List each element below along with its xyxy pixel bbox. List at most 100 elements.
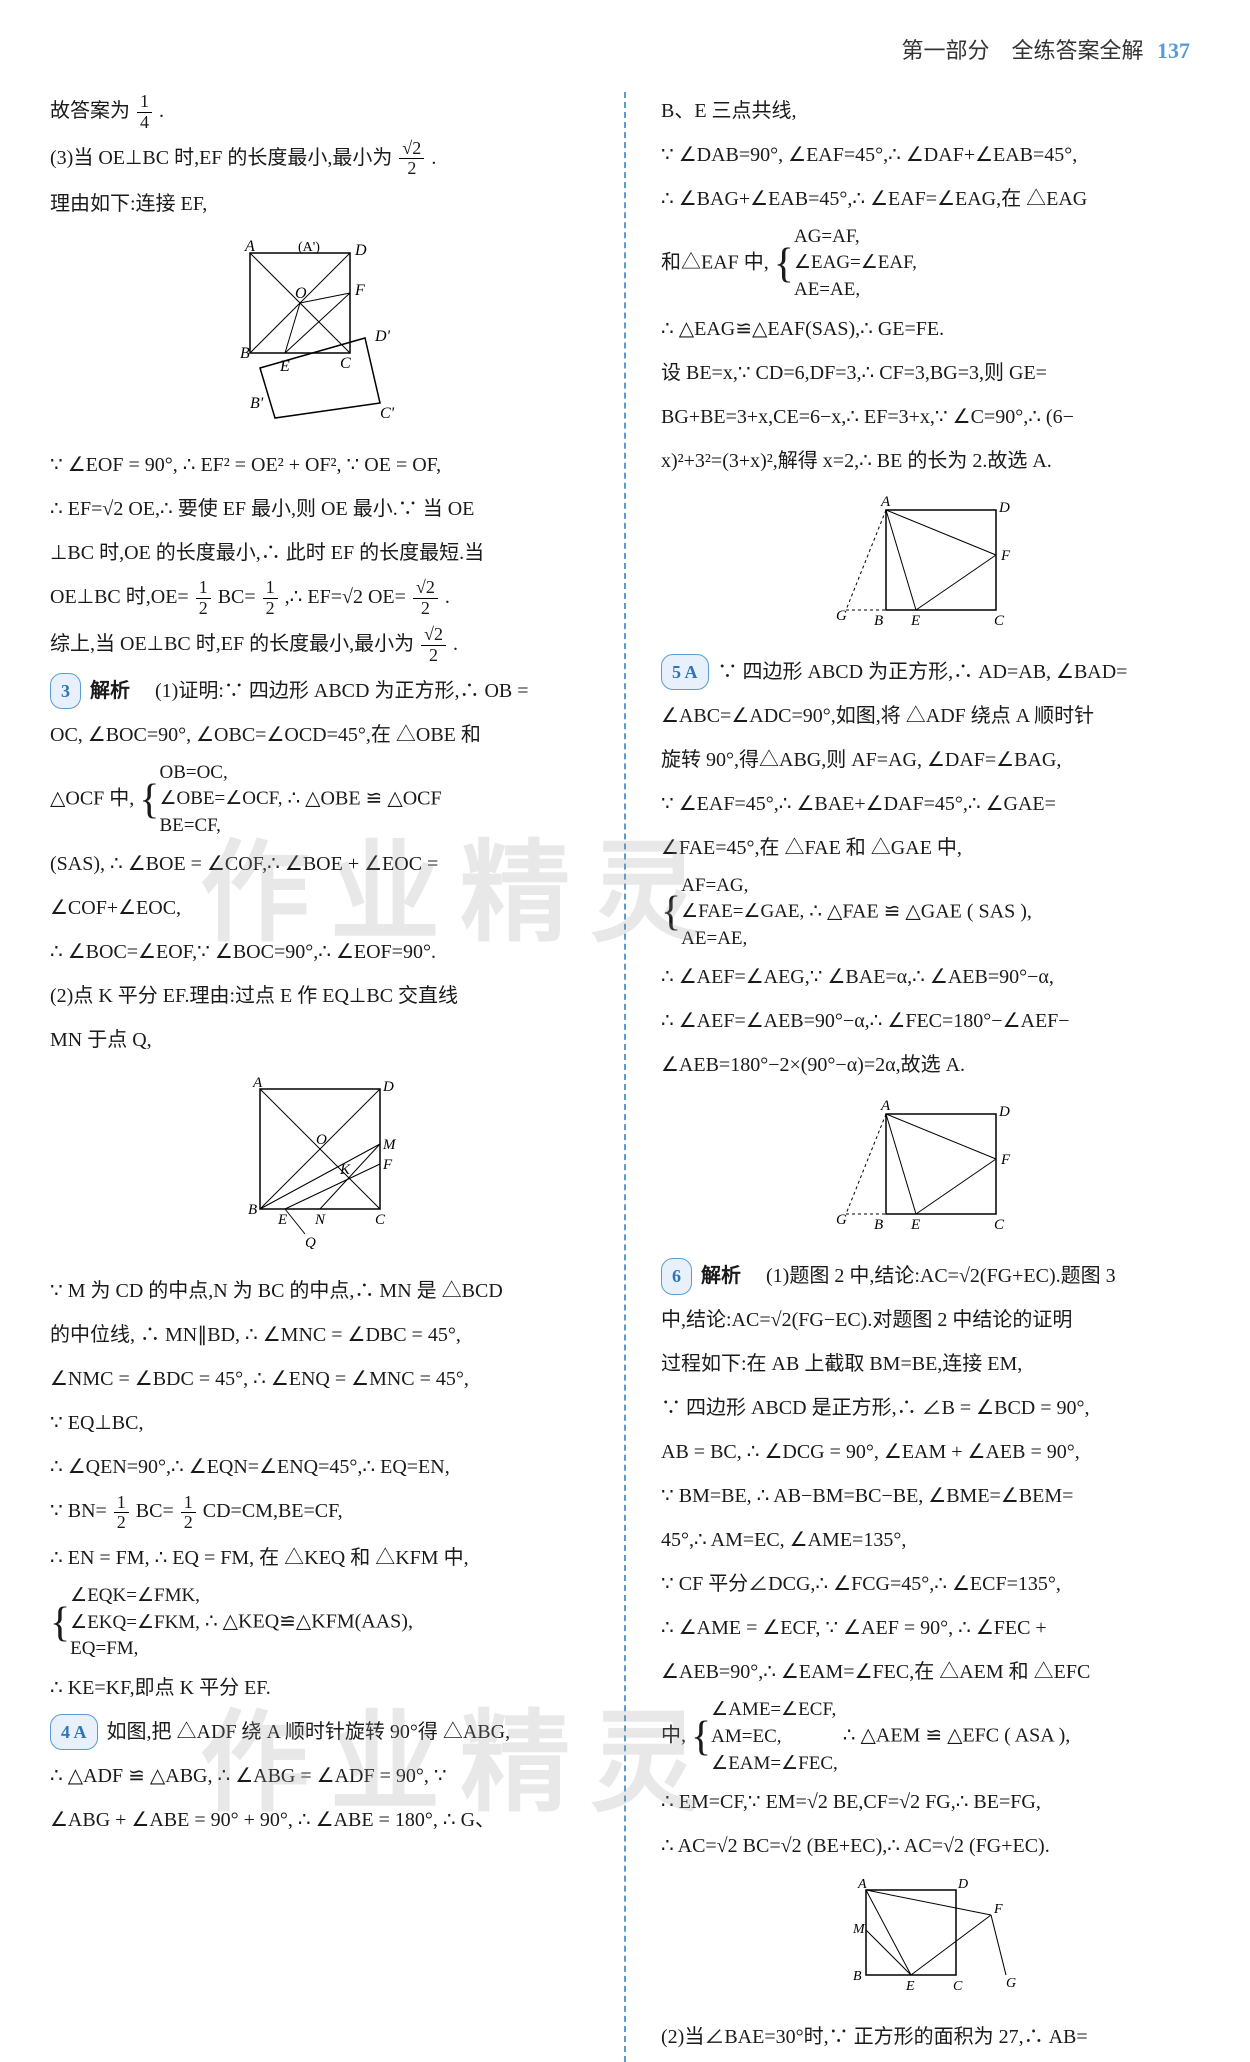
text-line: MN 于点 Q, <box>50 1021 589 1059</box>
svg-text:C: C <box>994 1217 1005 1233</box>
text: ∠OBE=∠OCF, <box>159 786 282 813</box>
text: OB=OC, <box>159 760 282 787</box>
text: ∠EQK=∠FMK, <box>70 1583 200 1610</box>
text-line: OE⊥BC 时,OE= 12 BC= 12 ,∴ EF=√2 OE= √22 . <box>50 578 589 619</box>
text: BC= <box>136 1500 174 1522</box>
text: AG=AF, <box>794 224 917 251</box>
cases-brace: { ∠AME=∠ECF, AM=EC, ∠EAM=∠FEC, <box>691 1697 838 1777</box>
text-line: 故答案为 14 . <box>50 92 589 133</box>
fraction: 12 <box>263 578 278 619</box>
text-line: ∴ KE=KF,即点 K 平分 EF. <box>50 1669 589 1707</box>
svg-text:F: F <box>993 1902 1003 1917</box>
svg-text:M: M <box>852 1922 866 1937</box>
svg-text:F: F <box>382 1157 393 1173</box>
text-line: ∠NMC = ∠BDC = 45°, ∴ ∠ENQ = ∠MNC = 45°, <box>50 1360 589 1398</box>
fraction: 12 <box>181 1493 196 1534</box>
text-line: 和△EAF 中, { AG=AF, ∠EAG=∠EAF, AE=AE, <box>661 224 1200 304</box>
text-line: (2)当∠BAE=30°时,∵ 正方形的面积为 27,∴ AB= <box>661 2018 1200 2056</box>
text-line: 6 解析 (1)题图 2 中,结论:AC=√2(FG+EC).题图 3 <box>661 1257 1200 1295</box>
svg-text:E: E <box>910 1217 920 1233</box>
text: AF=AG, <box>681 873 804 900</box>
text: . <box>159 100 164 122</box>
svg-text:C: C <box>340 355 351 372</box>
fraction: 12 <box>196 578 211 619</box>
text-line: ∴ △ADF ≌ △ABG, ∴ ∠ABG = ∠ADF = 90°, ∵ <box>50 1757 589 1795</box>
text: . <box>453 633 458 655</box>
text-line: ∴ ∠AEF=∠AEB=90°−α,∴ ∠FEC=180°−∠AEF− <box>661 1002 1200 1040</box>
text-line: ∴ ∠AME = ∠ECF, ∵ ∠AEF = 90°, ∴ ∠FEC + <box>661 1609 1200 1647</box>
text: (3)当 OE⊥BC 时,EF 的长度最小,最小为 <box>50 147 392 169</box>
text: AE=AE, <box>681 926 804 953</box>
text: 综上,当 OE⊥BC 时,EF 的长度最小,最小为 <box>50 633 414 655</box>
text-line: 45°,∴ AM=EC, ∠AME=135°, <box>661 1521 1200 1559</box>
geometry-figure: A D M B E C F G <box>661 1875 1200 2008</box>
text-line: ∴ △EAG≌△EAF(SAS),∴ GE=FE. <box>661 310 1200 348</box>
text-line: ∠AEB=180°−2×(90°−α)=2α,故选 A. <box>661 1046 1200 1084</box>
question-number: 6 <box>661 1258 692 1294</box>
question-number: 3 <box>50 673 81 709</box>
text-line: ∵ CF 平分∠DCG,∴ ∠FCG=45°,∴ ∠ECF=135°, <box>661 1565 1200 1603</box>
text: AM=EC, <box>711 1724 838 1751</box>
label: 解析 <box>701 1265 741 1287</box>
text-line: ∴ AC=√2 BC=√2 (BE+EC),∴ AC=√2 (FG+EC). <box>661 1827 1200 1865</box>
svg-text:B': B' <box>250 395 264 412</box>
svg-text:F: F <box>1000 548 1011 564</box>
svg-text:C: C <box>375 1212 386 1228</box>
svg-text:G: G <box>1006 1976 1016 1991</box>
text-line: AB = BC, ∴ ∠DCG = 90°, ∠EAM + ∠AEB = 90°… <box>661 1433 1200 1471</box>
fraction: √22 <box>413 578 438 619</box>
svg-text:A: A <box>857 1877 867 1892</box>
text: ∠FAE=∠GAE, <box>681 899 804 926</box>
text-line: ∴ EF=√2 OE,∴ 要使 EF 最小,则 OE 最小.∵ 当 OE <box>50 490 589 528</box>
left-column: 故答案为 14 . (3)当 OE⊥BC 时,EF 的长度最小,最小为 √22 … <box>50 92 589 2062</box>
text: ∵ 四边形 ABCD 为正方形,∴ AD=AB, ∠BAD= <box>718 661 1128 683</box>
text-line: ∵ BM=BE, ∴ AB−BM=BC−BE, ∠BME=∠BEM= <box>661 1477 1200 1515</box>
text-line: ∵ BN= 12 BC= 12 CD=CM,BE=CF, <box>50 1492 589 1533</box>
svg-text:C: C <box>953 1979 963 1994</box>
text-line: OC, ∠BOC=90°, ∠OBC=∠OCD=45°,在 △OBE 和 <box>50 716 589 754</box>
question-number: 4 A <box>50 1714 98 1750</box>
text: (1)题图 2 中,结论:AC=√2(FG+EC).题图 3 <box>766 1265 1116 1287</box>
text-line: ∵ ∠EAF=45°,∴ ∠BAE+∠DAF=45°,∴ ∠GAE= <box>661 785 1200 823</box>
text-line: 过程如下:在 AB 上截取 BM=BE,连接 EM, <box>661 1345 1200 1383</box>
svg-text:A: A <box>880 1098 891 1114</box>
text-line: (SAS), ∴ ∠BOE = ∠COF,∴ ∠BOE + ∠EOC = <box>50 845 589 883</box>
text: ∴ △OBE ≌ △OCF <box>287 787 441 809</box>
text-line: 中,结论:AC=√2(FG−EC).对题图 2 中结论的证明 <box>661 1301 1200 1339</box>
page-number: 137 <box>1157 38 1190 63</box>
text-line: ∴ ∠AEF=∠AEG,∵ ∠BAE=α,∴ ∠AEB=90°−α, <box>661 958 1200 996</box>
svg-text:B: B <box>853 1969 862 1984</box>
text: ∠EKQ=∠FKM, <box>70 1610 200 1637</box>
svg-text:D: D <box>354 242 367 259</box>
text: . <box>445 586 450 608</box>
svg-text:G: G <box>836 608 847 624</box>
text-line: ∴ EM=CF,∵ EM=√2 BE,CF=√2 FG,∴ BE=FG, <box>661 1783 1200 1821</box>
svg-text:A: A <box>880 494 891 510</box>
geometry-figure: A D B C E F G <box>661 490 1200 643</box>
text-line: ∵ EQ⊥BC, <box>50 1404 589 1442</box>
svg-text:B: B <box>874 1217 883 1233</box>
text-line: ∴ EN = FM, ∴ EQ = FM, 在 △KEQ 和 △KFM 中, <box>50 1539 589 1577</box>
fraction: 12 <box>114 1493 129 1534</box>
text: EQ=FM, <box>70 1636 200 1663</box>
text-line: 4 A 如图,把 △ADF 绕 A 顺时针旋转 90°得 △ABG, <box>50 1713 589 1751</box>
text: ∴ △FAE ≌ △GAE ( SAS ), <box>809 900 1032 922</box>
text: AE=AE, <box>794 277 917 304</box>
text: ∠AME=∠ECF, <box>711 1697 838 1724</box>
text-line: (2)点 K 平分 EF.理由:过点 E 作 EQ⊥BC 交直线 <box>50 977 589 1015</box>
text: . <box>431 147 436 169</box>
content-columns: 故答案为 14 . (3)当 OE⊥BC 时,EF 的长度最小,最小为 √22 … <box>50 92 1200 2062</box>
text: ∴ △AEM ≌ △EFC ( ASA ), <box>843 1725 1071 1747</box>
text-line: 中, { ∠AME=∠ECF, AM=EC, ∠EAM=∠FEC, ∴ △AEM… <box>661 1697 1200 1777</box>
text-line: 设 BE=x,∵ CD=6,DF=3,∴ CF=3,BG=3,则 GE= <box>661 354 1200 392</box>
svg-text:O: O <box>295 285 307 302</box>
cases-brace: { OB=OC, ∠OBE=∠OCF, BE=CF, <box>139 760 282 840</box>
text: ∠EAM=∠FEC, <box>711 1751 838 1778</box>
svg-text:C: C <box>994 613 1005 629</box>
svg-text:D: D <box>998 500 1010 516</box>
column-divider <box>624 92 626 2062</box>
text: △OCF 中, <box>50 787 134 809</box>
label: 解析 <box>90 680 130 702</box>
text-line: { ∠EQK=∠FMK, ∠EKQ=∠FKM, EQ=FM, ∴ △KEQ≌△K… <box>50 1583 589 1663</box>
svg-text:Q: Q <box>305 1235 316 1249</box>
